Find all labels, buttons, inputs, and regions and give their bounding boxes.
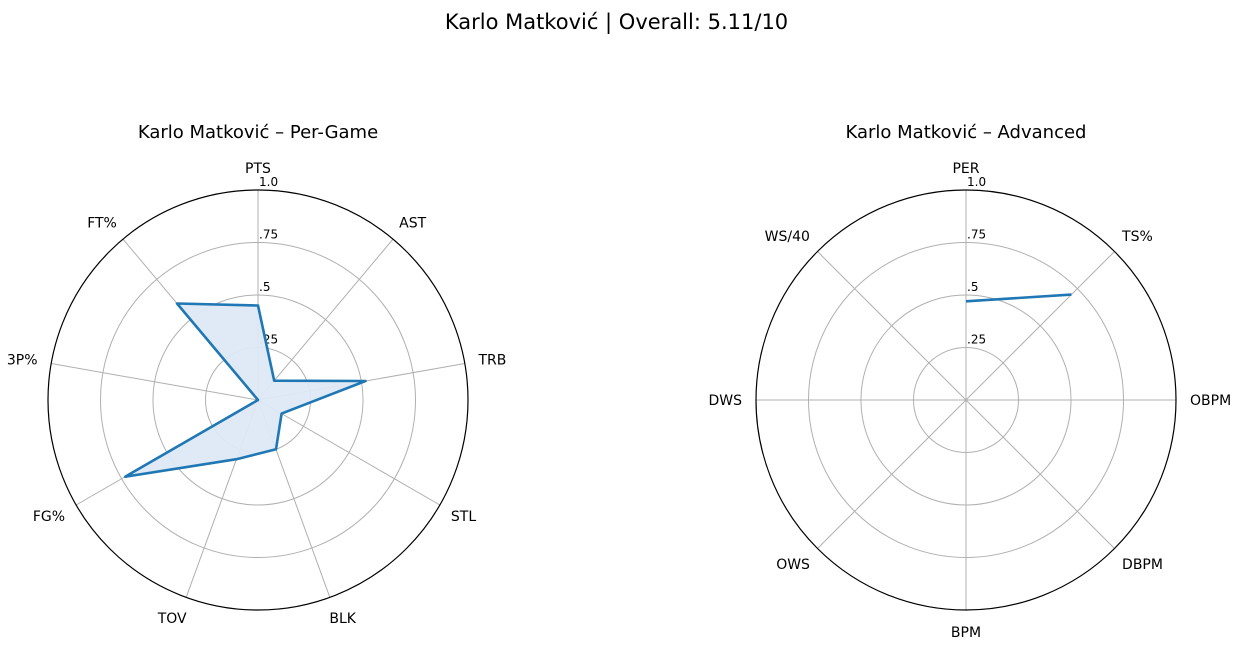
category-label: TS% (1121, 229, 1153, 245)
category-label: OBPM (1190, 393, 1231, 409)
spoke-line (817, 251, 967, 401)
category-label: FG% (33, 509, 65, 525)
r-tick-label: .5 (967, 280, 978, 294)
category-label: OWS (776, 557, 810, 573)
category-label: DBPM (1122, 557, 1163, 573)
series-line (965, 293, 1072, 303)
category-label: WS/40 (765, 229, 810, 245)
series-area (125, 303, 366, 477)
category-label: BLK (329, 611, 356, 627)
category-label: FT% (87, 215, 117, 231)
spoke-line (965, 251, 1115, 401)
r-tick-label: .25 (967, 333, 986, 347)
chart-title: Karlo Matković – Per-Game (138, 122, 378, 143)
category-label: BPM (951, 625, 981, 641)
per-game-radar: Karlo Matković – Per-Game.25.5.751.0PTSA… (7, 122, 506, 627)
category-label: PER (952, 161, 979, 177)
spoke-line (257, 399, 441, 506)
spoke-line (965, 399, 1115, 549)
r-tick-label: .5 (259, 280, 270, 294)
category-label: DWS (708, 393, 742, 409)
r-tick-label: 1.0 (259, 175, 278, 189)
spoke-line (817, 399, 967, 549)
outer-frame (47, 189, 469, 611)
category-label: STL (451, 509, 476, 525)
r-tick-label: 1.0 (967, 175, 986, 189)
category-label: 3P% (7, 353, 38, 369)
outer-frame (755, 189, 1177, 611)
figure-title: Karlo Matković | Overall: 5.11/10 (444, 10, 789, 34)
category-label: TRB (477, 353, 506, 369)
spoke-line (257, 238, 394, 401)
r-tick-label: .75 (967, 228, 986, 242)
category-label: TOV (157, 611, 187, 627)
category-label: PTS (245, 161, 271, 177)
category-label: AST (399, 215, 426, 231)
r-tick-label: .75 (259, 228, 278, 242)
series-line (123, 302, 367, 478)
spoke-line (51, 363, 259, 401)
chart-title: Karlo Matković – Advanced (846, 122, 1087, 143)
